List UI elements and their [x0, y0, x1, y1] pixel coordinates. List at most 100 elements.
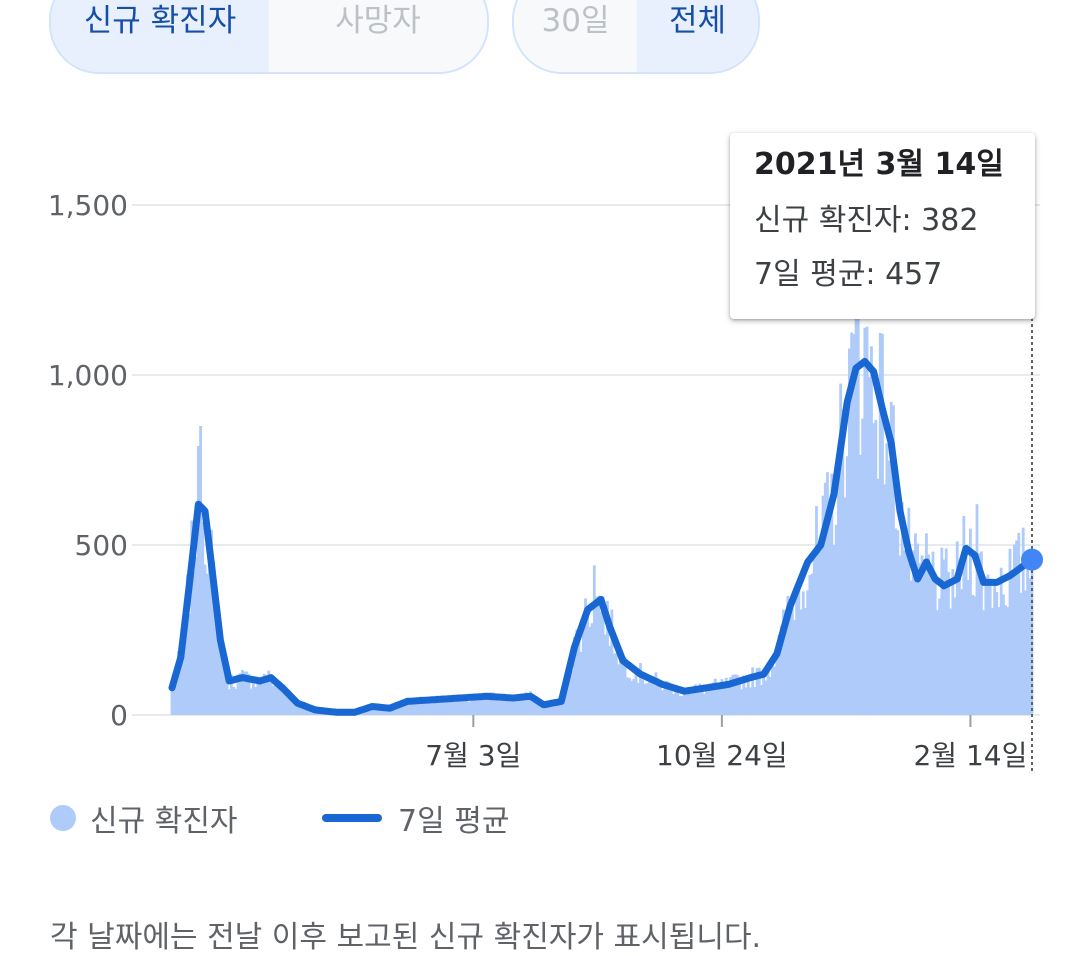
daily-bar [683, 693, 686, 715]
daily-bar [768, 676, 772, 715]
daily-bar [540, 702, 543, 715]
daily-bar [548, 700, 552, 715]
daily-bar [458, 694, 462, 715]
daily-bar [463, 700, 466, 715]
daily-bar [656, 678, 660, 715]
daily-bar [942, 559, 946, 715]
legend-label-new-cases: 신규 확진자 [90, 804, 238, 839]
daily-bar [773, 666, 777, 715]
daily-bar [806, 590, 810, 715]
daily-bar [960, 589, 964, 715]
daily-bar [170, 686, 174, 715]
toggle-new-cases[interactable]: 신규 확진자 [51, 0, 269, 72]
daily-bar [564, 686, 568, 715]
daily-bar [573, 637, 576, 715]
daily-bar [997, 607, 1001, 715]
daily-bar [667, 682, 671, 715]
legend-label-average: 7일 평균 [398, 804, 510, 839]
daily-bar [175, 671, 178, 715]
daily-bar [905, 540, 909, 715]
toggle-deaths[interactable]: 사망자 [269, 0, 487, 72]
daily-bar [982, 610, 986, 715]
legend-item-average: 7일 평균 [322, 796, 509, 840]
daily-bar [496, 695, 499, 715]
daily-bar [874, 419, 878, 715]
daily-bar [652, 680, 656, 715]
daily-bar [366, 708, 370, 715]
daily-bar [788, 603, 792, 715]
hover-point-dot [1021, 548, 1043, 571]
daily-bar [372, 706, 376, 715]
daily-bar [306, 707, 310, 715]
daily-bar [586, 612, 590, 715]
daily-bar [977, 553, 981, 715]
daily-bar [724, 677, 728, 715]
daily-case-bars [170, 311, 1034, 715]
daily-bar [766, 666, 770, 715]
daily-bar [779, 625, 783, 715]
daily-bar [443, 699, 447, 715]
daily-bar [804, 607, 807, 715]
daily-bar [949, 608, 953, 715]
toggle-30-days[interactable]: 30일 [514, 0, 637, 72]
daily-bar [878, 332, 882, 715]
daily-bar [757, 667, 761, 715]
daily-bar [808, 575, 812, 715]
daily-bar [467, 701, 471, 715]
daily-bar [485, 695, 488, 715]
daily-bar [797, 582, 801, 715]
daily-bar [188, 613, 191, 715]
daily-bar [861, 418, 865, 715]
tooltip-new-cases: 신규 확진자: 382 [754, 203, 979, 238]
daily-bar [434, 695, 438, 715]
daily-bar [225, 661, 229, 715]
daily-bar [1028, 578, 1032, 715]
toggle-all-time[interactable]: 전체 [637, 0, 758, 72]
daily-bar [430, 697, 433, 715]
daily-bar [988, 578, 992, 715]
daily-bar [672, 694, 675, 715]
daily-bar [916, 543, 920, 715]
daily-bar [254, 686, 257, 715]
daily-bar [207, 530, 211, 715]
chart-tooltip: 2021년 3월 14일 신규 확진자: 382 7일 평균: 457 [730, 133, 1035, 319]
cases-chart[interactable]: 0 500 1,000 1,500 7월 3일 10월 24일 2월 14일 [0, 0, 1080, 800]
daily-bar [414, 697, 418, 715]
daily-bar [509, 701, 513, 715]
daily-bar [727, 684, 730, 715]
daily-bar [570, 670, 574, 715]
daily-bar [210, 529, 213, 715]
daily-bar [1026, 566, 1029, 715]
daily-bar [260, 684, 264, 715]
legend-dot-icon [50, 805, 76, 831]
daily-bar [947, 571, 950, 715]
daily-bar [276, 682, 279, 715]
daily-bar [793, 620, 796, 715]
daily-bar [392, 706, 396, 715]
daily-bar [590, 623, 594, 715]
daily-bar [172, 684, 176, 715]
daily-bar [280, 690, 284, 715]
daily-bar [938, 598, 942, 715]
daily-bar [999, 567, 1003, 715]
daily-bar [375, 708, 378, 715]
daily-bar [300, 707, 304, 715]
daily-bar [958, 560, 961, 715]
daily-bar [898, 555, 902, 715]
daily-bar [892, 405, 895, 715]
daily-bar [265, 682, 268, 715]
daily-bar [394, 704, 398, 715]
daily-bar [885, 443, 889, 715]
tooltip-average: 7일 평균: 457 [754, 257, 943, 292]
daily-bar [491, 692, 495, 715]
daily-bar [531, 701, 535, 715]
daily-bar [581, 626, 585, 715]
daily-bar [839, 383, 843, 715]
daily-bar [399, 707, 403, 715]
daily-bar [436, 696, 440, 715]
daily-bar [973, 596, 977, 715]
daily-bar [896, 530, 900, 715]
daily-bar [179, 651, 183, 715]
y-axis-labels: 0 500 1,000 1,500 [48, 189, 128, 732]
daily-bar [599, 611, 603, 715]
